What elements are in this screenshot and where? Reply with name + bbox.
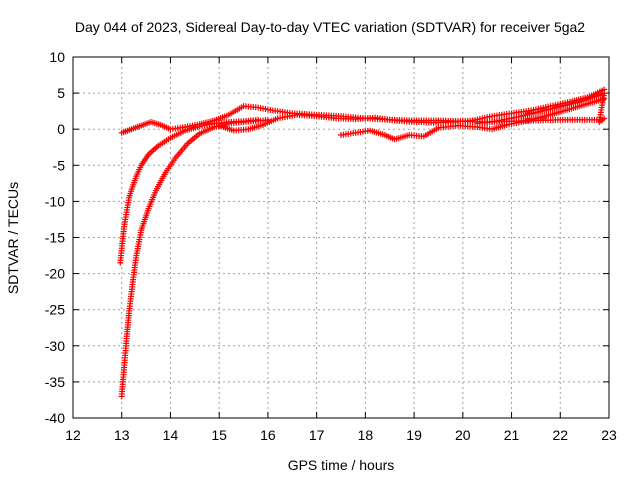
series-arc-e — [338, 95, 608, 143]
y-tick-label: -5 — [53, 157, 66, 173]
x-tick-label: 23 — [601, 427, 617, 443]
x-tick-label: 22 — [552, 427, 568, 443]
y-tick-label: -20 — [45, 266, 65, 282]
plot-frame — [72, 56, 610, 419]
chart-title: Day 044 of 2023, Sidereal Day-to-day VTE… — [75, 19, 585, 35]
series-arc-f — [474, 90, 608, 127]
x-tick-label: 18 — [358, 427, 374, 443]
y-tick-label: 5 — [57, 85, 65, 101]
x-tick-label: 12 — [65, 427, 81, 443]
y-tick-label: -25 — [45, 302, 65, 318]
x-tick-label: 20 — [455, 427, 471, 443]
y-tick-label: -40 — [45, 410, 65, 426]
x-tick-label: 14 — [163, 427, 179, 443]
series-arc-d — [216, 86, 608, 134]
y-tick-label: -15 — [45, 230, 65, 246]
x-tick-label: 16 — [260, 427, 276, 443]
x-tick-label: 15 — [211, 427, 227, 443]
x-tick-label: 21 — [504, 427, 520, 443]
x-tick-label: 19 — [406, 427, 422, 443]
x-tick-label: 17 — [309, 427, 325, 443]
x-tick-labels: 12 13 14 15 16 17 18 19 20 21 22 23 — [65, 427, 617, 443]
y-tick-label: -35 — [45, 374, 65, 390]
data-point — [601, 115, 608, 122]
x-axis-label: GPS time / hours — [288, 457, 395, 473]
y-tick-label: -30 — [45, 338, 65, 354]
y-tick-label: -10 — [45, 193, 65, 209]
data-series — [117, 86, 608, 400]
series-arc-b — [118, 116, 271, 400]
y-tick-labels: 10 5 0 -5 -10 -15 -20 -25 -30 -35 -40 — [45, 49, 65, 426]
y-axis-label: SDTVAR / TECUs — [5, 182, 21, 294]
x-tick-label: 13 — [114, 427, 130, 443]
y-tick-label: 10 — [49, 49, 65, 65]
y-tick-label: 0 — [57, 121, 65, 137]
